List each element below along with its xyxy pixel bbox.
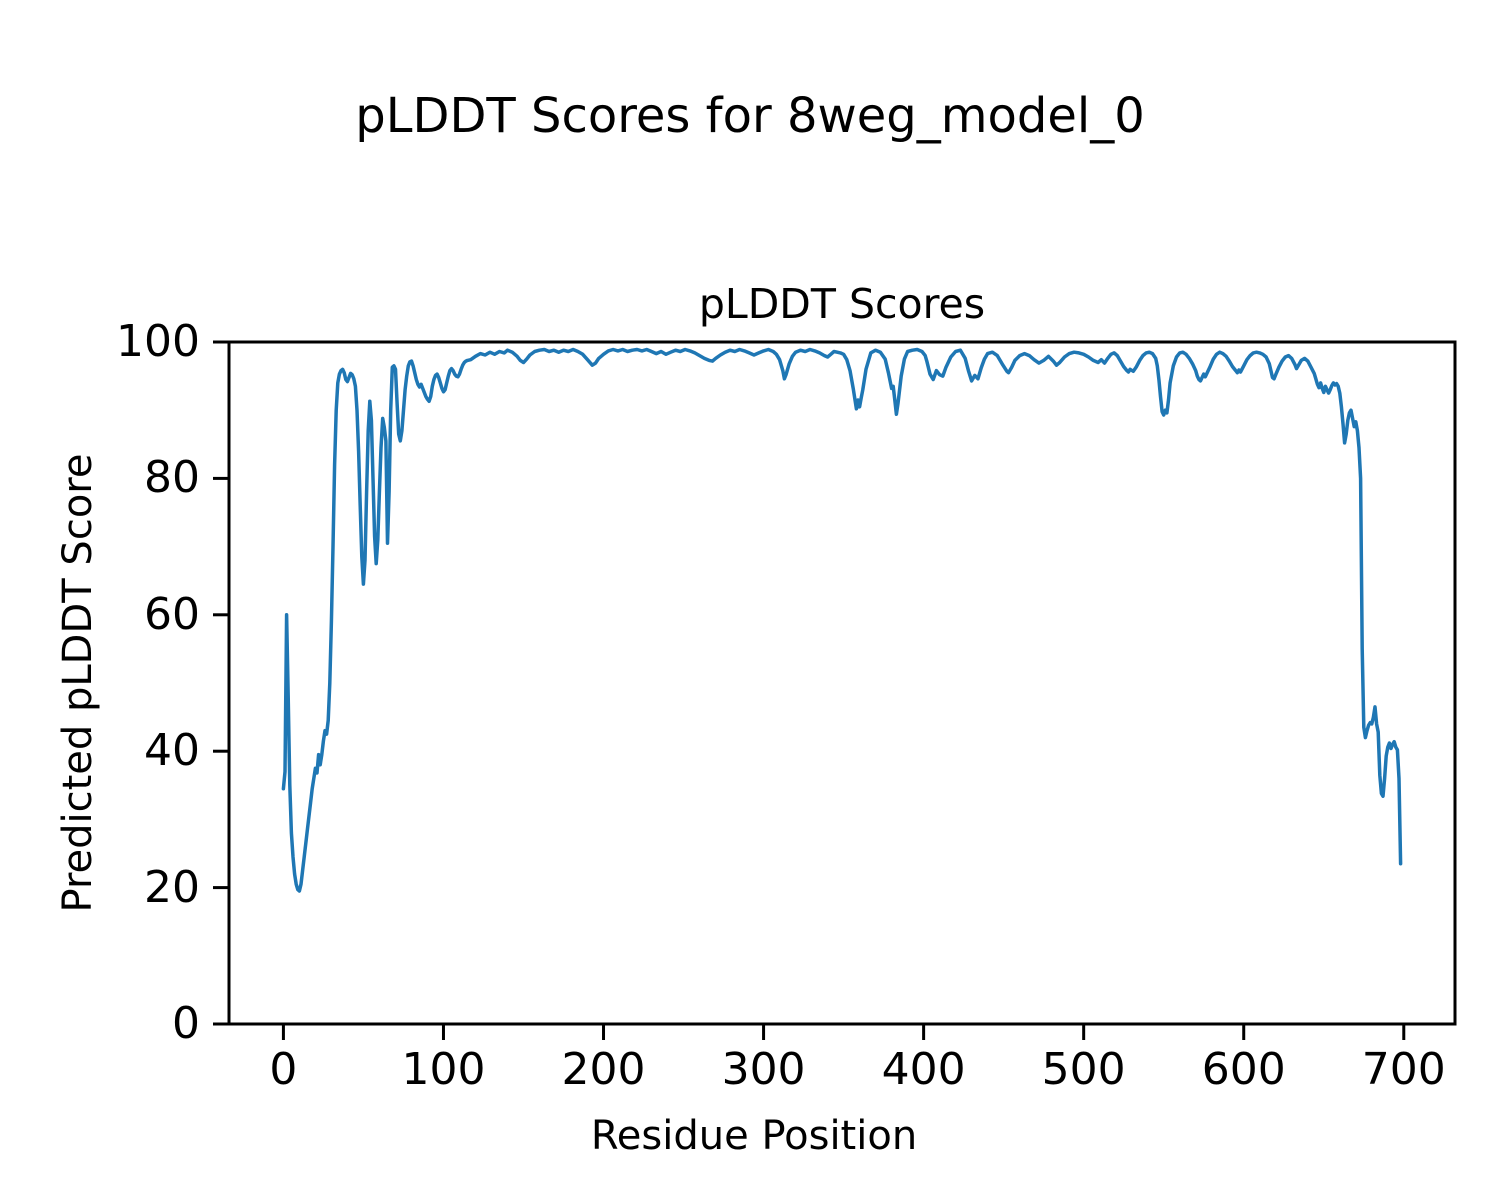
x-tick-label: 0	[269, 1044, 298, 1095]
axes-title: pLDDT Scores	[698, 280, 986, 328]
x-tick-label: 200	[561, 1044, 646, 1095]
y-tick-label: 80	[144, 452, 200, 504]
figure-suptitle: pLDDT Scores for 8weg_model_0	[355, 88, 1145, 144]
y-tick-label: 20	[144, 861, 200, 913]
y-tick-label: 0	[172, 998, 200, 1049]
y-axis-label: Predicted pLDDT Score	[55, 453, 101, 913]
y-tick-label: 60	[144, 588, 200, 640]
x-tick-label: 600	[1201, 1044, 1286, 1095]
x-tick-label: 700	[1361, 1044, 1446, 1095]
axes-spines	[227, 340, 1457, 1026]
x-tick-label: 500	[1041, 1044, 1126, 1095]
x-tick-label: 400	[881, 1044, 966, 1095]
y-tick-label: 100	[116, 316, 200, 367]
plddt-line	[281, 347, 1403, 893]
x-axis-label: Residue Position	[590, 1113, 918, 1159]
x-tick-label: 300	[721, 1044, 806, 1095]
y-tick-label: 40	[144, 725, 200, 777]
x-tick-label: 100	[401, 1044, 486, 1095]
